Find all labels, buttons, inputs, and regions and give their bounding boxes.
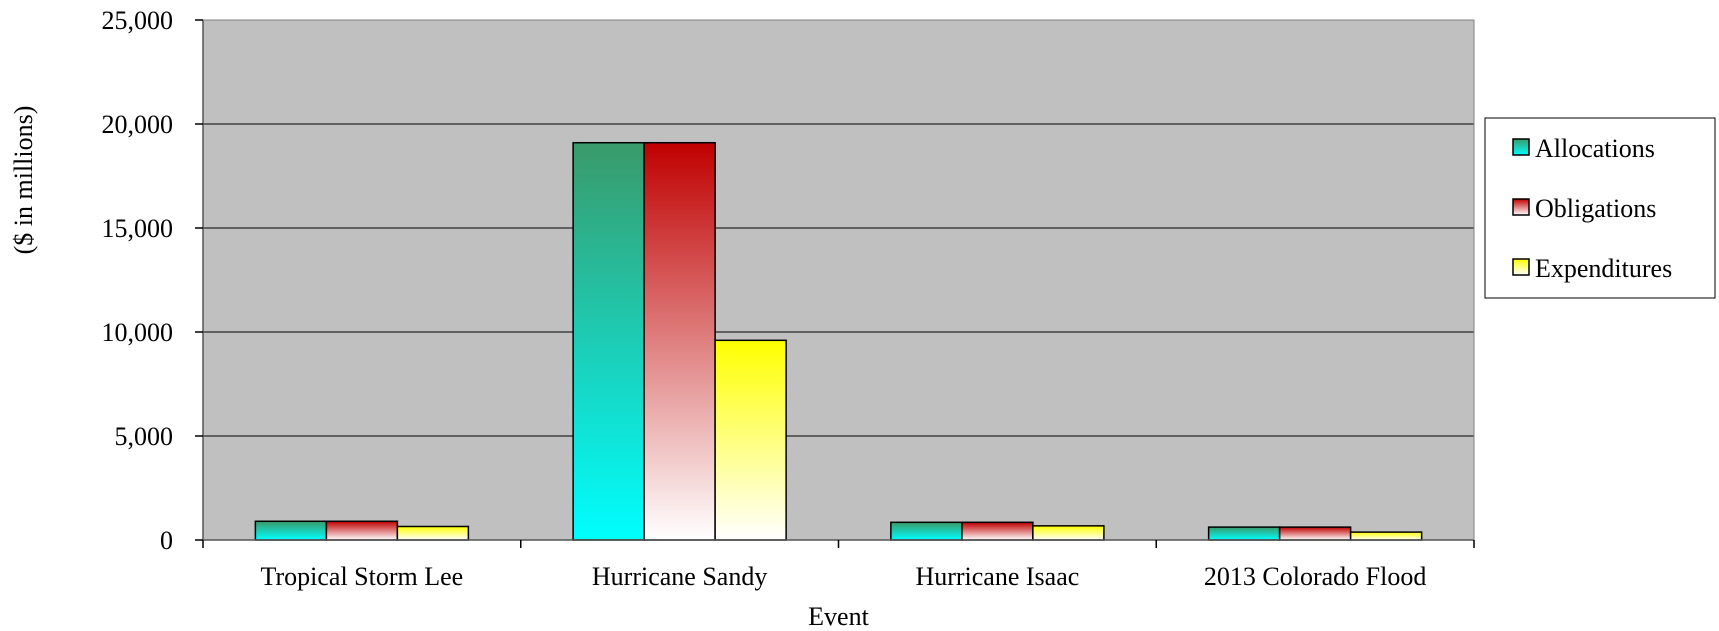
bar-allocations: [1207, 526, 1281, 541]
bar-allocations: [572, 141, 645, 541]
plot-area: [203, 20, 1474, 540]
bar-obligations: [1278, 526, 1352, 541]
axes: [195, 19, 1475, 548]
bar-obligations: [325, 520, 399, 541]
y-tick-label: 10,000: [102, 318, 174, 347]
bar-expenditures: [714, 339, 787, 541]
y-tick-labels: 0 5,000 10,000 15,000 20,000 25,000: [102, 6, 174, 555]
y-tick-label: 20,000: [102, 110, 174, 139]
x-tick-label: 2013 Colorado Flood: [1204, 562, 1426, 591]
legend-swatch: [1512, 258, 1530, 276]
legend-label: Obligations: [1535, 194, 1656, 223]
legend-label: Expenditures: [1535, 254, 1672, 283]
bar-obligations: [643, 141, 716, 541]
y-axis-title: ($ in millions): [9, 106, 38, 255]
x-tick-label: Hurricane Sandy: [592, 562, 767, 591]
x-tick-labels: Tropical Storm Lee Hurricane Sandy Hurrica…: [261, 562, 1427, 591]
bar-allocations: [254, 520, 328, 541]
x-axis-title: Event: [808, 602, 869, 631]
y-tick-label: 15,000: [102, 214, 174, 243]
legend-swatch: [1512, 198, 1530, 216]
bar-allocations: [890, 521, 963, 541]
bar-obligations: [961, 521, 1034, 541]
bars: [254, 141, 1423, 541]
y-tick-label: 0: [160, 526, 173, 555]
x-tick-label: Tropical Storm Lee: [261, 562, 464, 591]
y-tick-label: 5,000: [115, 422, 174, 451]
bar-expenditures: [1032, 525, 1105, 541]
bar-expenditures: [396, 525, 470, 541]
y-tick-label: 25,000: [102, 6, 174, 35]
legend-label: Allocations: [1535, 134, 1655, 163]
bar-expenditures: [1349, 531, 1423, 541]
x-tick-label: Hurricane Isaac: [915, 562, 1079, 591]
legend-swatch: [1512, 138, 1530, 156]
legend: Allocations Obligations Expenditures: [1484, 117, 1716, 299]
